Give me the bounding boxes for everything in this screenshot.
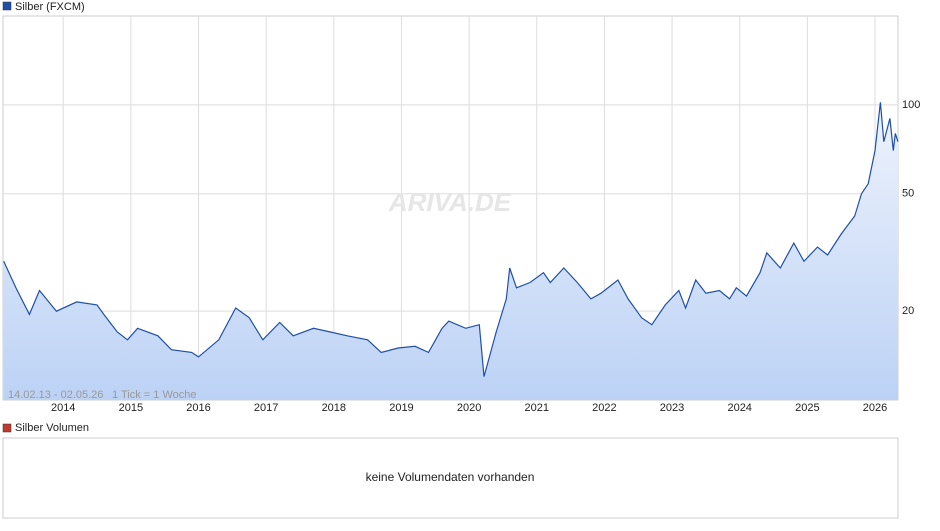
legend-swatch xyxy=(2,423,12,433)
x-tick-label: 2026 xyxy=(863,402,887,414)
x-tick-label: 2017 xyxy=(254,402,278,414)
watermark: ARIVA.DE xyxy=(388,187,512,217)
range-note: 14.02.13 - 02.05.26 xyxy=(8,389,103,401)
y-tick-label: 50 xyxy=(902,188,914,200)
x-tick-label: 2015 xyxy=(119,402,143,414)
x-tick-label: 2021 xyxy=(525,402,549,414)
legend-label: Silber (FXCM) xyxy=(15,1,85,13)
y-tick-label: 100 xyxy=(902,99,920,111)
x-tick-label: 2024 xyxy=(727,402,751,414)
y-tick-label: 20 xyxy=(902,305,914,317)
x-tick-label: 2023 xyxy=(660,402,684,414)
x-tick-label: 2018 xyxy=(322,402,346,414)
volume-title: Silber Volumen xyxy=(15,422,89,434)
area xyxy=(3,102,898,401)
tick-note: 1 Tick = 1 Woche xyxy=(112,389,196,401)
x-tick-label: 2025 xyxy=(795,402,819,414)
x-tick-label: 2016 xyxy=(186,402,210,414)
volume-message: keine Volumendaten vorhanden xyxy=(366,470,535,484)
legend-swatch xyxy=(2,1,12,11)
x-tick-label: 2014 xyxy=(51,402,75,414)
x-tick-label: 2019 xyxy=(389,402,413,414)
x-tick-label: 2020 xyxy=(457,402,481,414)
volume-panel xyxy=(2,437,899,519)
line xyxy=(3,102,899,377)
x-tick-label: 2022 xyxy=(592,402,616,414)
